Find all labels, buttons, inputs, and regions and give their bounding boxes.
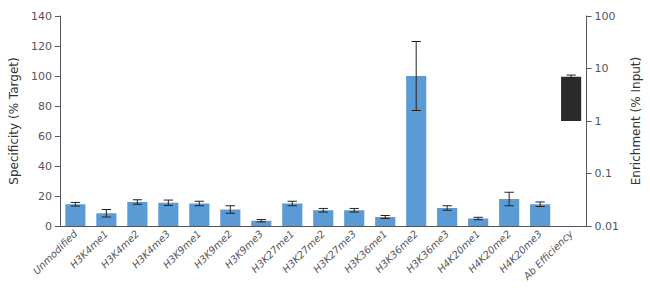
svg-text:0.01: 0.01 xyxy=(595,220,620,233)
svg-text:1: 1 xyxy=(595,115,602,128)
svg-text:0: 0 xyxy=(45,220,52,233)
svg-text:60: 60 xyxy=(38,130,52,143)
svg-text:H3K27me3: H3K27me3 xyxy=(311,228,359,275)
svg-text:140: 140 xyxy=(31,10,52,23)
svg-text:Ab Efficiency: Ab Efficiency xyxy=(521,227,576,282)
svg-text:H3K9me1: H3K9me1 xyxy=(160,228,204,271)
svg-text:H3K36me2: H3K36me2 xyxy=(373,228,421,275)
svg-text:H4K20me2: H4K20me2 xyxy=(466,228,513,275)
svg-text:20: 20 xyxy=(38,190,52,203)
svg-text:80: 80 xyxy=(38,100,52,113)
svg-text:H3K27me1: H3K27me1 xyxy=(249,228,297,275)
svg-text:H3K4me1: H3K4me1 xyxy=(67,228,111,271)
svg-text:H4K20me3: H4K20me3 xyxy=(497,228,544,275)
svg-text:Enrichment (% Input): Enrichment (% Input) xyxy=(629,57,643,186)
svg-text:10: 10 xyxy=(595,62,609,75)
svg-text:0.1: 0.1 xyxy=(595,167,613,180)
svg-text:100: 100 xyxy=(595,10,616,23)
svg-text:H3K36me3: H3K36me3 xyxy=(404,228,452,275)
svg-text:H3K9me2: H3K9me2 xyxy=(191,228,235,271)
svg-text:40: 40 xyxy=(38,160,52,173)
svg-text:H3K9me3: H3K9me3 xyxy=(222,228,266,271)
svg-text:120: 120 xyxy=(31,40,52,53)
svg-text:H3K36me1: H3K36me1 xyxy=(342,228,390,275)
svg-text:H4K20me1: H4K20me1 xyxy=(435,228,483,275)
svg-text:100: 100 xyxy=(31,70,52,83)
svg-text:H3K4me3: H3K4me3 xyxy=(129,228,173,271)
svg-text:Unmodified: Unmodified xyxy=(31,228,80,277)
svg-text:H3K4me2: H3K4me2 xyxy=(98,228,142,271)
svg-text:H3K27me2: H3K27me2 xyxy=(280,228,328,275)
svg-text:Specificity (% Target): Specificity (% Target) xyxy=(7,57,21,184)
